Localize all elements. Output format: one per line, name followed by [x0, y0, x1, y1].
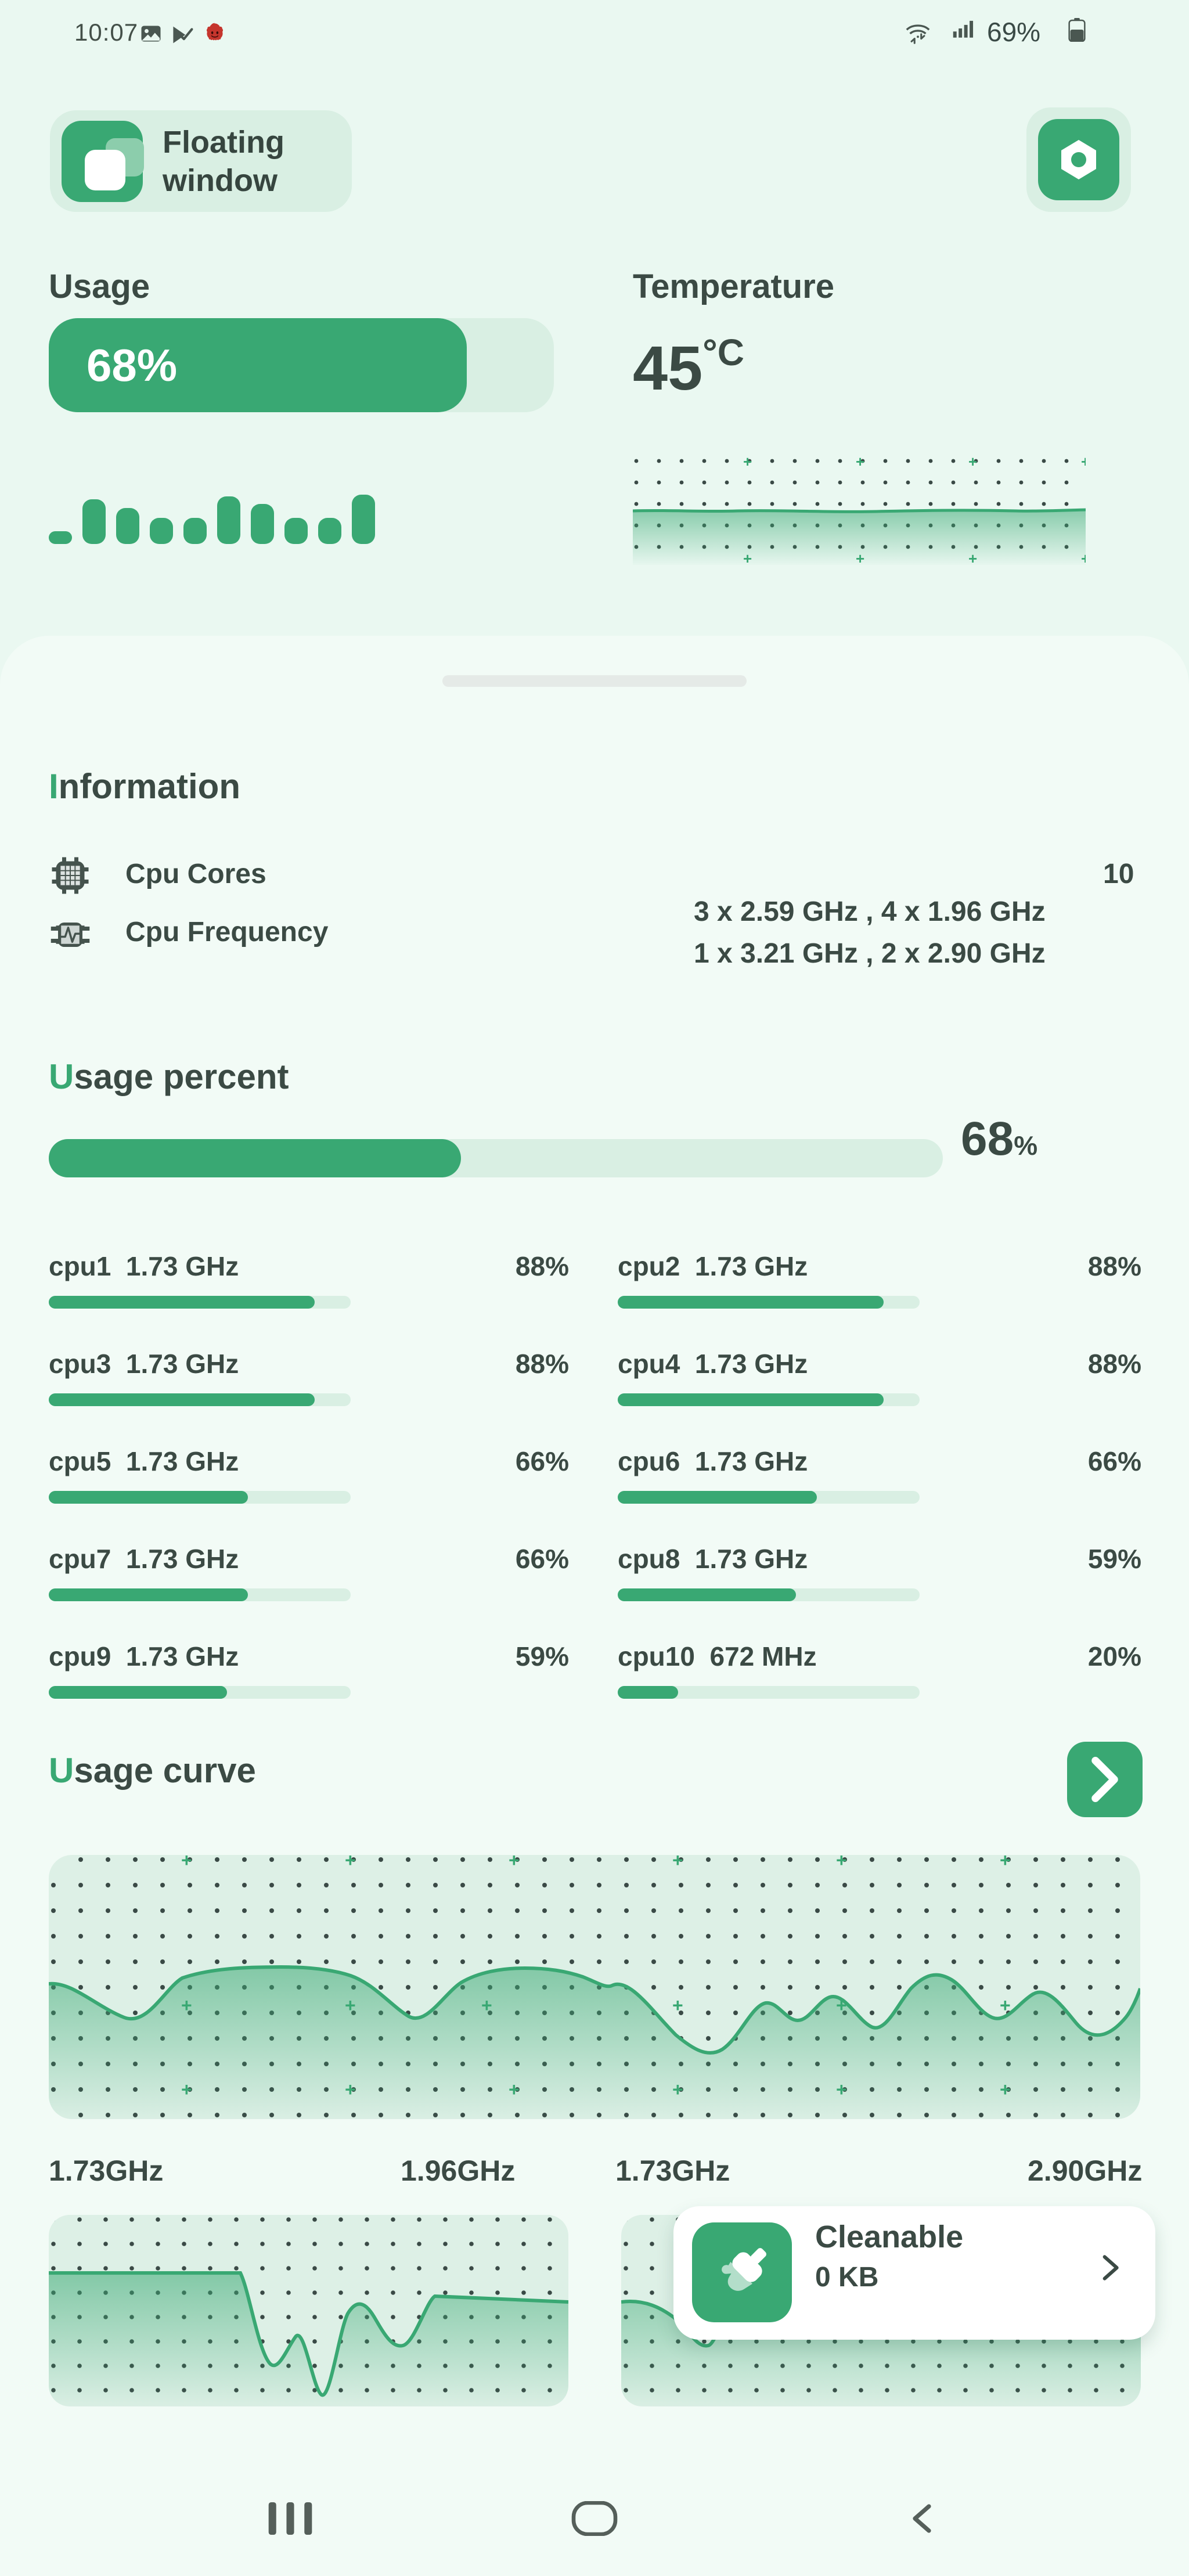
- svg-text:+: +: [968, 457, 977, 470]
- svg-text:+: +: [1081, 457, 1086, 470]
- svg-text:+: +: [181, 1855, 192, 1871]
- svg-text:+: +: [672, 1995, 683, 2016]
- svg-text:+: +: [856, 457, 864, 470]
- svg-text:+: +: [1000, 1855, 1011, 1871]
- svg-text:+: +: [672, 1855, 683, 1871]
- svg-text:+: +: [836, 1855, 847, 1871]
- svg-text:+: +: [509, 1855, 520, 1871]
- svg-text:+: +: [345, 1855, 356, 1871]
- svg-text:+: +: [743, 457, 752, 470]
